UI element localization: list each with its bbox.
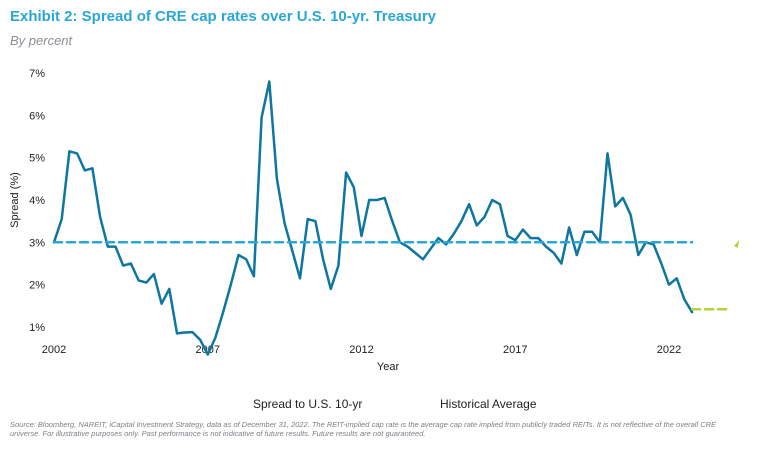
legend-item-average: Historical Average (440, 397, 537, 411)
chart-subtitle: By percent (10, 33, 73, 48)
y-tick-label: 3% (29, 237, 45, 249)
x-axis-label: Year (377, 361, 400, 373)
y-tick-label: 4% (29, 195, 45, 207)
plot-area (52, 80, 731, 356)
legend-item-spread: Spread to U.S. 10-yr (253, 397, 363, 411)
series-line-spread (52, 80, 694, 356)
x-tick-label: 2022 (657, 344, 681, 356)
x-tick-label: 2007 (196, 344, 220, 356)
y-tick-label: 6% (29, 110, 45, 122)
x-tick-label: 2017 (503, 344, 527, 356)
current-marker (734, 240, 739, 248)
current-marker-icon (734, 240, 739, 248)
y-axis: 1% 2% 3% 4% 5% 6% 7% (29, 68, 45, 334)
footnote: Source: Bloomberg, NAREIT, iCapital Inve… (10, 420, 717, 438)
y-tick-label: 7% (29, 68, 45, 80)
y-tick-label: 5% (29, 153, 45, 165)
x-tick-label: 2012 (349, 344, 373, 356)
x-tick-label: 2002 (42, 344, 66, 356)
chart-title: Exhibit 2: Spread of CRE cap rates over … (10, 8, 436, 25)
y-axis-label: Spread (%) (9, 172, 21, 228)
x-axis: 2002 2007 2012 2017 2022 (42, 344, 681, 356)
y-tick-label: 2% (29, 280, 45, 292)
y-tick-label: 1% (29, 322, 45, 334)
